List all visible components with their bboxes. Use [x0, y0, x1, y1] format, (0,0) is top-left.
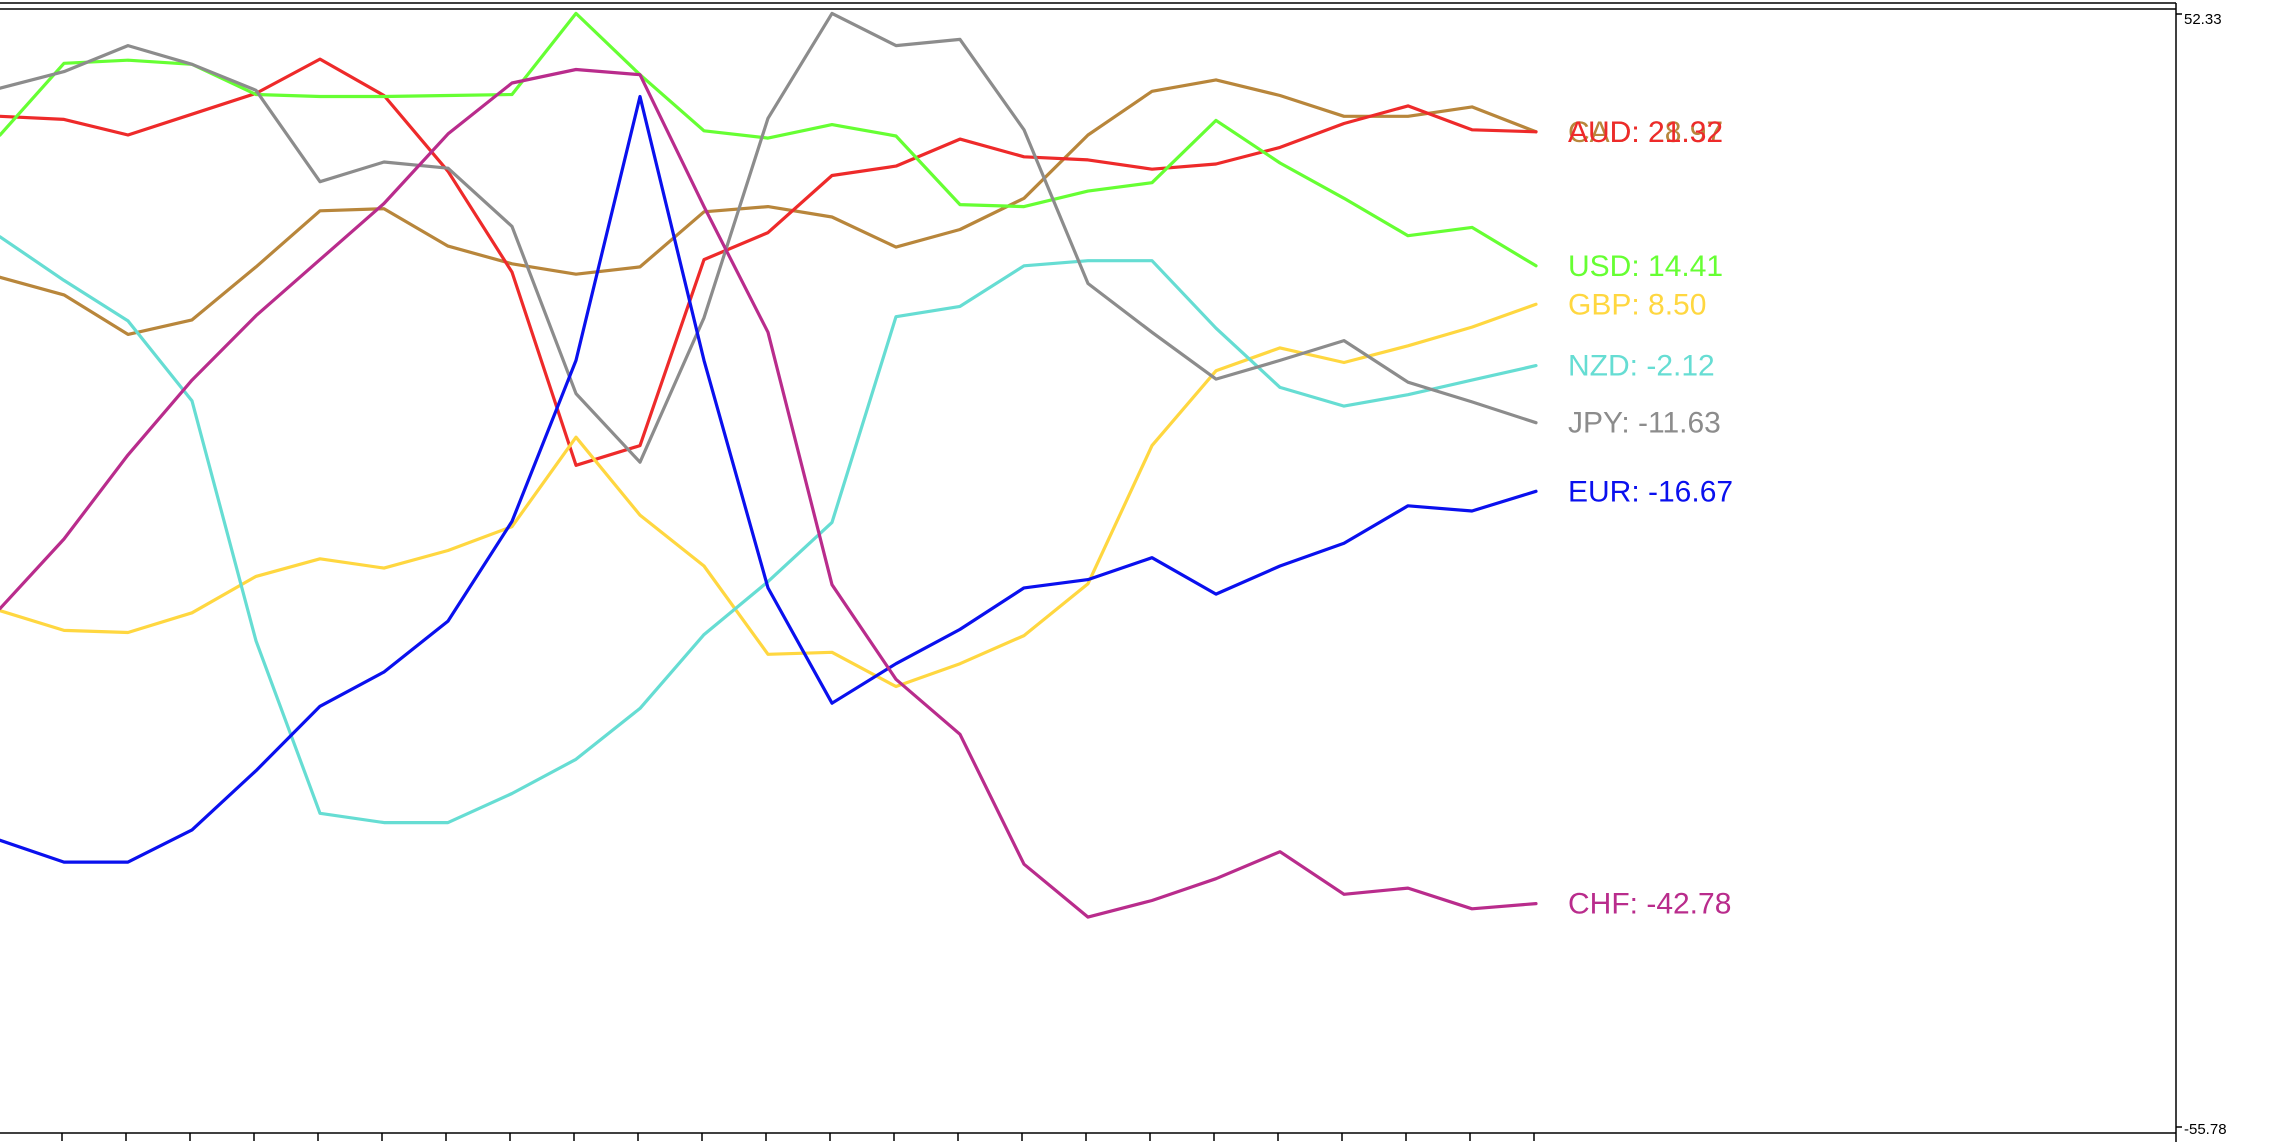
series-label-jpy: JPY: -11.63	[1568, 407, 1721, 440]
series-line-chf	[0, 67, 1538, 919]
series-label-nzd: NZD: -2.12	[1568, 350, 1715, 383]
series-line-eur	[0, 94, 1538, 864]
series-label-gbp: GBP: 8.50	[1568, 288, 1706, 321]
series-label-cad: CAD: 28.97	[1568, 116, 1723, 149]
series-line-jpy	[0, 11, 1538, 464]
y-tick-label-bottom: -55.78	[2184, 1121, 2227, 1138]
series-line-usd	[0, 11, 1538, 268]
series-label-aud: AUD: 21.32	[1568, 116, 1723, 149]
series-line-gbp	[0, 302, 1538, 689]
series-label-eur: EUR: -16.67	[1568, 475, 1733, 508]
series-label-chf: CHF: -42.78	[1568, 888, 1731, 921]
series-label-usd: USD: 14.41	[1568, 250, 1723, 283]
series-line-nzd	[0, 235, 1538, 825]
y-tick-label-top: 52.33	[2184, 11, 2222, 28]
series-line-cad	[0, 78, 1538, 336]
